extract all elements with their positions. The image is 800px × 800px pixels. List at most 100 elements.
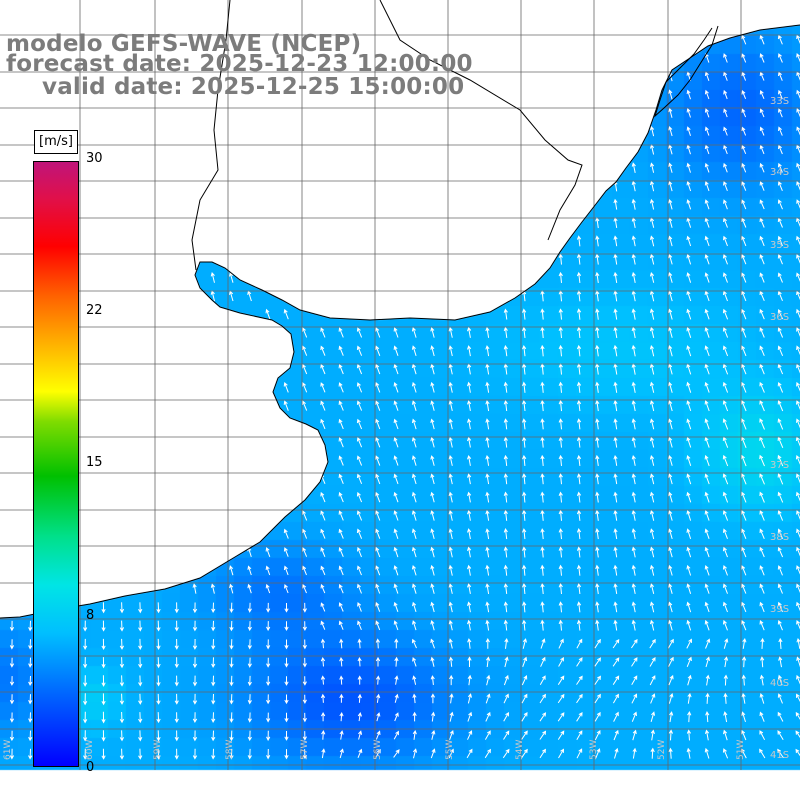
wind-arrow xyxy=(83,711,88,724)
wind-arrow xyxy=(411,473,417,485)
wind-arrow xyxy=(467,583,472,594)
wind-arrow xyxy=(522,399,527,412)
wind-arrow xyxy=(795,748,800,757)
wind-arrow xyxy=(759,381,765,393)
wind-arrow xyxy=(613,344,618,357)
wind-arrow xyxy=(375,436,381,448)
wind-arrow xyxy=(247,657,252,668)
wind-arrow xyxy=(668,455,673,466)
wind-arrow xyxy=(649,528,655,540)
wind-arrow xyxy=(576,730,583,740)
wind-arrow xyxy=(174,657,179,669)
wind-arrow xyxy=(668,180,673,192)
wind-arrow xyxy=(192,693,198,705)
wind-arrow xyxy=(320,565,326,576)
wind-arrow xyxy=(722,363,729,375)
wind-arrow xyxy=(686,326,692,338)
wind-arrow xyxy=(284,621,289,632)
wind-arrow xyxy=(411,436,417,448)
wind-arrow xyxy=(558,546,563,558)
wind-arrow xyxy=(686,363,692,375)
wind-arrow xyxy=(229,675,234,687)
wind-arrow xyxy=(576,619,582,631)
wind-arrow xyxy=(119,657,125,669)
wind-arrow xyxy=(796,327,800,337)
wind-arrow xyxy=(576,235,582,247)
wind-arrow xyxy=(668,144,673,155)
wind-arrow xyxy=(558,528,563,540)
wind-arrow xyxy=(595,454,600,466)
wind-arrow xyxy=(595,546,600,558)
wind-arrow xyxy=(796,53,800,63)
colorbar xyxy=(33,161,79,767)
wind-arrow xyxy=(522,601,527,613)
wind-arrow xyxy=(338,583,344,594)
wind-arrow xyxy=(704,363,710,375)
wind-arrow xyxy=(138,712,143,724)
wind-arrow xyxy=(430,656,435,667)
wind-arrow xyxy=(247,621,252,632)
wind-arrow xyxy=(411,327,417,338)
wind-arrow xyxy=(686,217,692,228)
wind-arrow xyxy=(448,454,453,466)
wind-arrow xyxy=(687,674,692,686)
wind-arrow xyxy=(247,602,252,613)
wind-arrow xyxy=(448,528,453,540)
wind-arrow xyxy=(649,290,655,302)
latitude-label: 40S xyxy=(770,678,789,689)
wind-arrow xyxy=(777,528,784,539)
wind-arrow xyxy=(375,748,381,758)
wind-arrow xyxy=(338,345,344,356)
wind-arrow xyxy=(631,491,636,503)
wind-arrow xyxy=(320,693,326,703)
wind-arrow xyxy=(229,657,234,668)
wind-arrow xyxy=(412,693,417,704)
wind-arrow xyxy=(723,126,728,136)
longitude-label: 61W xyxy=(3,740,13,760)
wind-arrow xyxy=(302,676,307,686)
wind-arrow xyxy=(119,675,125,687)
wind-arrow xyxy=(632,747,637,759)
wind-arrow xyxy=(650,711,656,723)
wind-arrow xyxy=(412,729,417,740)
wind-arrow xyxy=(522,308,527,320)
wind-arrow xyxy=(687,692,692,704)
wind-arrow xyxy=(668,747,673,759)
wind-arrow xyxy=(522,454,527,466)
wind-arrow xyxy=(521,693,528,704)
wind-arrow xyxy=(796,363,800,374)
wind-arrow xyxy=(485,711,491,722)
wind-arrow xyxy=(119,638,125,650)
wind-arrow xyxy=(119,693,125,705)
wind-arrow xyxy=(722,565,728,576)
wind-arrow xyxy=(320,363,326,375)
wind-arrow xyxy=(777,327,784,338)
wind-arrow xyxy=(430,675,435,685)
wind-arrow xyxy=(356,382,363,393)
wind-arrow xyxy=(796,473,800,484)
wind-arrow xyxy=(724,656,729,668)
wind-arrow xyxy=(796,126,800,136)
wind-arrow xyxy=(284,731,289,741)
wind-arrow xyxy=(722,454,729,467)
wind-arrow xyxy=(522,582,527,595)
wind-arrow xyxy=(229,620,234,632)
wind-arrow xyxy=(741,217,747,228)
wind-arrow xyxy=(375,400,381,411)
wind-arrow xyxy=(320,583,326,594)
colorbar-tick-0: 0 xyxy=(86,760,95,775)
wind-arrow xyxy=(338,418,344,430)
wind-arrow xyxy=(393,730,399,740)
wind-arrow xyxy=(320,620,326,630)
wind-arrow xyxy=(522,436,527,448)
wind-arrow xyxy=(467,454,472,466)
latitude-label: 38S xyxy=(770,532,789,543)
wind-arrow xyxy=(668,326,673,338)
wind-arrow xyxy=(576,344,582,357)
wind-arrow xyxy=(430,528,435,540)
wind-arrow xyxy=(338,473,344,484)
wind-arrow xyxy=(430,381,435,393)
wind-arrow xyxy=(467,400,472,411)
wind-arrow xyxy=(375,583,381,594)
wind-arrow xyxy=(631,217,636,228)
